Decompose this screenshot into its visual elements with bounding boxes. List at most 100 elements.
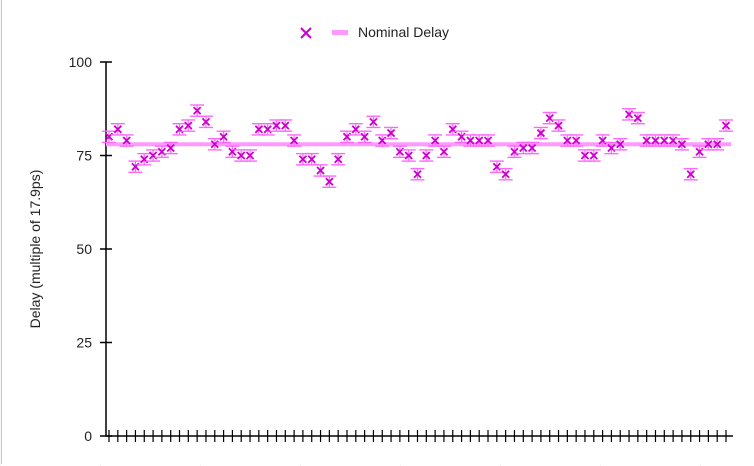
y-axis-label: Delay (multiple of 17.9ps) (27, 170, 43, 329)
x-marker-stroke (360, 132, 369, 141)
x-marker-stroke (598, 136, 607, 145)
x-marker-stroke (316, 166, 325, 175)
data-point (295, 152, 310, 166)
x-marker-stroke (351, 125, 360, 134)
x-marker-stroke (545, 113, 554, 123)
data-point (481, 134, 496, 147)
x-marker-stroke (572, 136, 581, 145)
x-marker-stroke (536, 128, 546, 138)
data-point (339, 130, 354, 144)
data-point (533, 126, 548, 140)
x-marker-stroke (660, 136, 669, 145)
x-marker-stroke (519, 143, 528, 153)
x-marker-stroke (651, 136, 660, 145)
x-marker-stroke (527, 143, 537, 153)
data-point (278, 119, 293, 132)
data-point (137, 152, 152, 166)
x-marker-stroke (245, 151, 255, 160)
data-point (586, 149, 601, 162)
y-tick-label: 0 (84, 428, 92, 444)
x-marker-stroke (677, 140, 687, 149)
data-point (110, 123, 125, 136)
data-point (251, 123, 266, 136)
x-marker-stroke (404, 151, 413, 160)
x-axis-ticks (108, 430, 727, 442)
data-point (498, 167, 513, 181)
data-point (190, 104, 205, 117)
x-marker-stroke (334, 155, 343, 164)
data-point (313, 164, 328, 177)
data-point (366, 115, 381, 129)
x-marker-stroke (483, 136, 493, 145)
x-marker-stroke (633, 113, 642, 123)
x-marker-stroke (713, 140, 722, 149)
data-point (577, 149, 592, 162)
data-point (542, 111, 557, 125)
x-marker-stroke (430, 136, 440, 145)
data-point (243, 149, 258, 162)
data-point (154, 145, 169, 159)
x-marker-stroke (298, 155, 308, 164)
data-point (507, 145, 522, 159)
data-point (181, 119, 196, 132)
data-point (234, 149, 249, 162)
data-point (348, 123, 363, 136)
data-point (128, 160, 143, 174)
data-point (710, 137, 725, 151)
data-point (102, 130, 116, 144)
data-point (322, 175, 337, 188)
x-marker-stroke (140, 155, 149, 164)
x-marker-stroke (157, 147, 167, 156)
data-point (630, 111, 645, 125)
x-marker-stroke (219, 132, 228, 141)
data-point (454, 130, 469, 144)
data-point (613, 137, 628, 151)
x-marker-stroke (422, 151, 431, 160)
x-marker-stroke (175, 125, 184, 134)
data-point (163, 141, 178, 155)
x-marker-stroke (184, 121, 193, 130)
data-point (384, 126, 399, 140)
x-marker-stroke (386, 128, 396, 138)
data-point (119, 134, 134, 147)
x-marker-stroke (554, 121, 563, 130)
x-marker-stroke (307, 155, 316, 164)
y-tick-label: 50 (76, 241, 92, 257)
x-marker-stroke (607, 143, 616, 153)
data-point (419, 149, 434, 162)
legend-nominal-delay-swatch (332, 30, 348, 35)
y-axis-ticks: 0 25 50 75 100 (69, 54, 112, 444)
x-marker-stroke (563, 136, 572, 145)
y-tick-label: 25 (76, 335, 92, 351)
data-point (595, 134, 610, 147)
x-marker-stroke (589, 151, 598, 160)
data-point (392, 145, 407, 159)
data-point (551, 119, 566, 132)
data-point (172, 123, 187, 136)
y-tick-label: 75 (76, 148, 92, 164)
x-marker-stroke (325, 177, 334, 186)
data-point (683, 167, 698, 181)
legend: Nominal Delay (300, 24, 449, 40)
y-tick-label: 100 (69, 54, 93, 70)
data-point (692, 145, 707, 159)
x-marker-stroke (148, 151, 158, 160)
legend-marker-stroke (300, 27, 312, 39)
x-marker-stroke (448, 125, 457, 134)
x-marker-stroke (272, 121, 281, 130)
x-marker-stroke (642, 136, 651, 145)
x-marker-stroke (237, 151, 246, 160)
x-marker-stroke (193, 106, 202, 115)
data-point (436, 145, 451, 159)
x-marker-stroke (721, 121, 731, 130)
data-point (525, 141, 540, 155)
data-point (445, 123, 460, 136)
x-marker-stroke (686, 170, 695, 179)
data-points (102, 104, 733, 188)
data-point (146, 149, 161, 162)
x-marker-stroke (439, 147, 449, 156)
x-marker-stroke (369, 117, 378, 126)
data-point (489, 160, 504, 174)
data-point (269, 119, 284, 132)
data-point (304, 152, 319, 166)
